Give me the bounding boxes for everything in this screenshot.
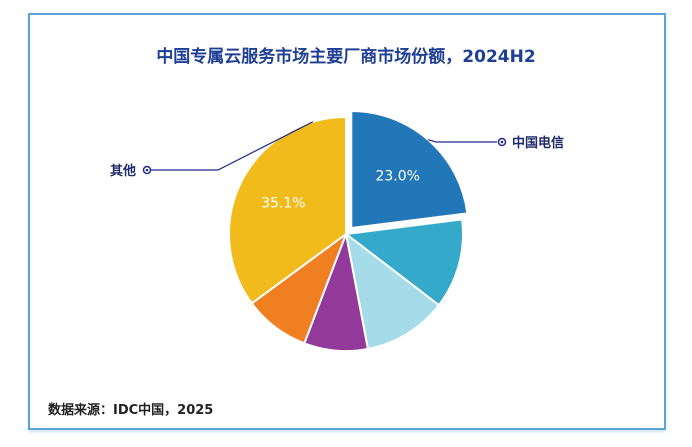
pie-slice-5 [228, 115, 347, 305]
slice-value-label-0: 23.0% [375, 168, 419, 184]
leader-marker-dot-5 [145, 168, 149, 172]
pie-slice-1 [343, 218, 464, 307]
leader-line-0 [427, 139, 497, 143]
chart-title: 中国专属云服务市场主要厂商市场份额，2024H2 [156, 47, 536, 67]
slice-name-label-0: 中国电信 [512, 135, 564, 151]
slice-value-label-5: 35.1% [261, 195, 305, 211]
pie-slice-2 [344, 231, 441, 351]
leader-line-5 [150, 121, 314, 171]
leader-marker-dot-0 [500, 140, 504, 144]
source-note: 数据来源：IDC中国，2025 [48, 403, 214, 418]
slice-name-label-5: 其他 [110, 163, 136, 179]
